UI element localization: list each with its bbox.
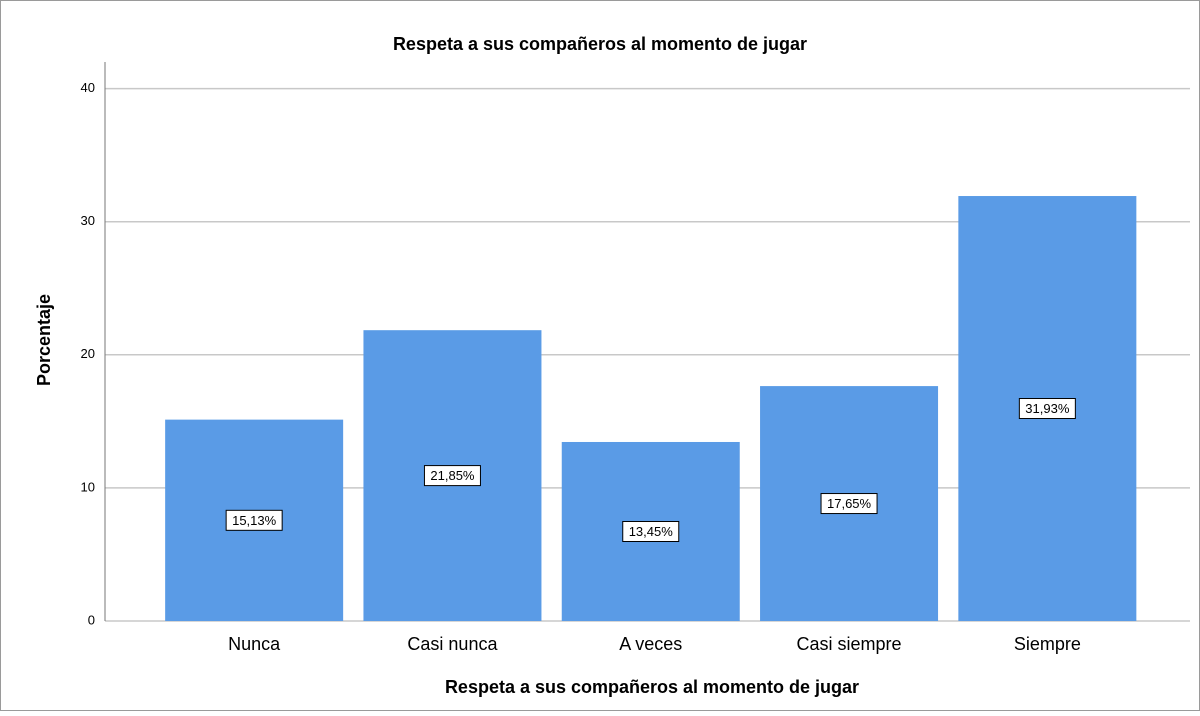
chart-title: Respeta a sus compañeros al momento de j…	[393, 34, 807, 54]
y-axis-title: Porcentaje	[34, 294, 54, 386]
x-tick-label: A veces	[619, 634, 682, 654]
x-tick-label: Casi nunca	[407, 634, 498, 654]
y-tick-label: 20	[81, 346, 95, 361]
value-label: 15,13%	[232, 513, 277, 528]
value-label-box	[423, 465, 481, 487]
value-label: 31,93%	[1025, 401, 1070, 416]
y-tick-label: 10	[81, 479, 95, 494]
marks: 15,13% 21,85% 13,45% 17,65% 31,93%	[165, 196, 1137, 621]
x-tick-label: Casi siempre	[797, 634, 902, 654]
value-label: 21,85%	[430, 468, 475, 483]
value-label-box	[820, 493, 878, 515]
value-label: 13,45%	[629, 524, 674, 539]
value-label-box	[622, 520, 680, 542]
value-label-box	[1018, 398, 1076, 420]
x-tick-label: Siempre	[1014, 634, 1081, 654]
x-tick-label: Nunca	[228, 634, 281, 654]
y-tick-label: 40	[81, 80, 95, 95]
y-tick-label: 0	[88, 612, 95, 627]
y-tick-label: 30	[81, 213, 95, 228]
x-axis-title: Respeta a sus compañeros al momento de j…	[445, 677, 859, 697]
value-label: 17,65%	[827, 496, 872, 511]
value-label-box	[225, 509, 283, 531]
